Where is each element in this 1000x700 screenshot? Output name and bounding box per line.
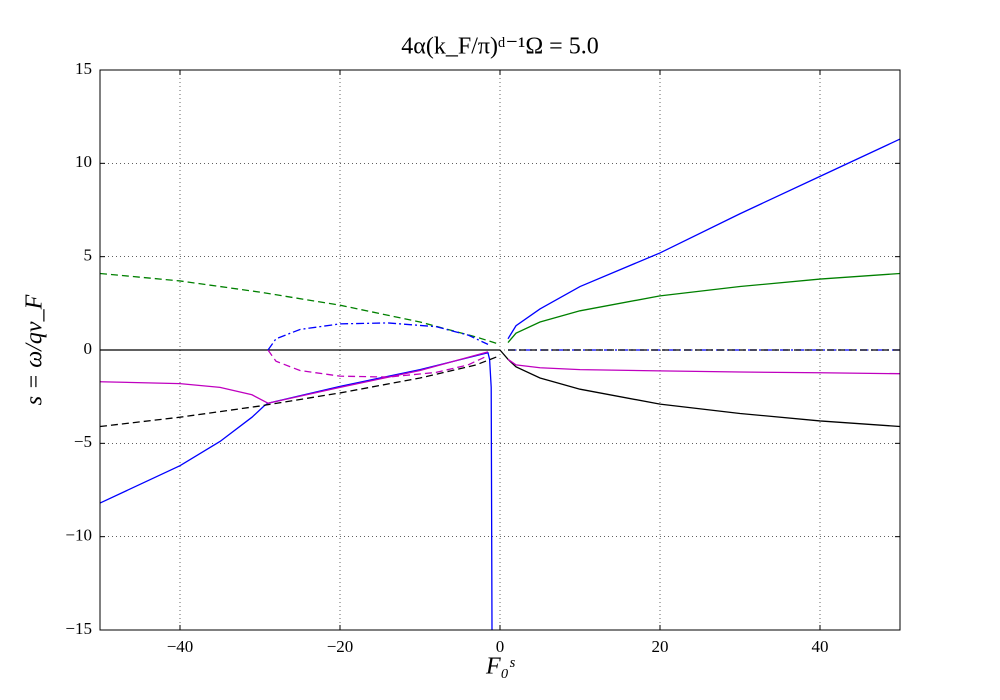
plot-frame xyxy=(99,69,901,631)
y-tick-label: 10 xyxy=(75,152,92,171)
y-tick-label: −10 xyxy=(65,526,92,545)
x-tick-label: 20 xyxy=(652,637,669,656)
x-tick-label: −40 xyxy=(167,637,194,656)
y-tick-label: −5 xyxy=(74,432,92,451)
data-line xyxy=(100,352,493,630)
x-tick-label: 0 xyxy=(496,637,505,656)
y-tick-label: 5 xyxy=(84,246,93,265)
data-line xyxy=(507,138,900,340)
data-line xyxy=(100,354,501,428)
data-line xyxy=(100,351,489,404)
data-line xyxy=(499,349,900,428)
y-axis-label: s = ω/qv_F xyxy=(22,294,48,405)
data-line xyxy=(267,349,489,378)
y-tick-label: 0 xyxy=(84,339,93,358)
y-tick-label: −15 xyxy=(65,619,92,638)
y-tick-label: 15 xyxy=(75,59,92,78)
data-line xyxy=(100,272,501,346)
x-tick-label: 40 xyxy=(812,637,829,656)
data-line xyxy=(267,322,489,351)
data-line xyxy=(507,358,900,375)
data-line xyxy=(507,272,900,343)
x-tick-label: −20 xyxy=(327,637,354,656)
chart-title: 4α(k_F/π)ᵈ⁻¹Ω = 5.0 xyxy=(401,34,598,60)
x-axis-label: F₀ˢ xyxy=(485,654,515,680)
